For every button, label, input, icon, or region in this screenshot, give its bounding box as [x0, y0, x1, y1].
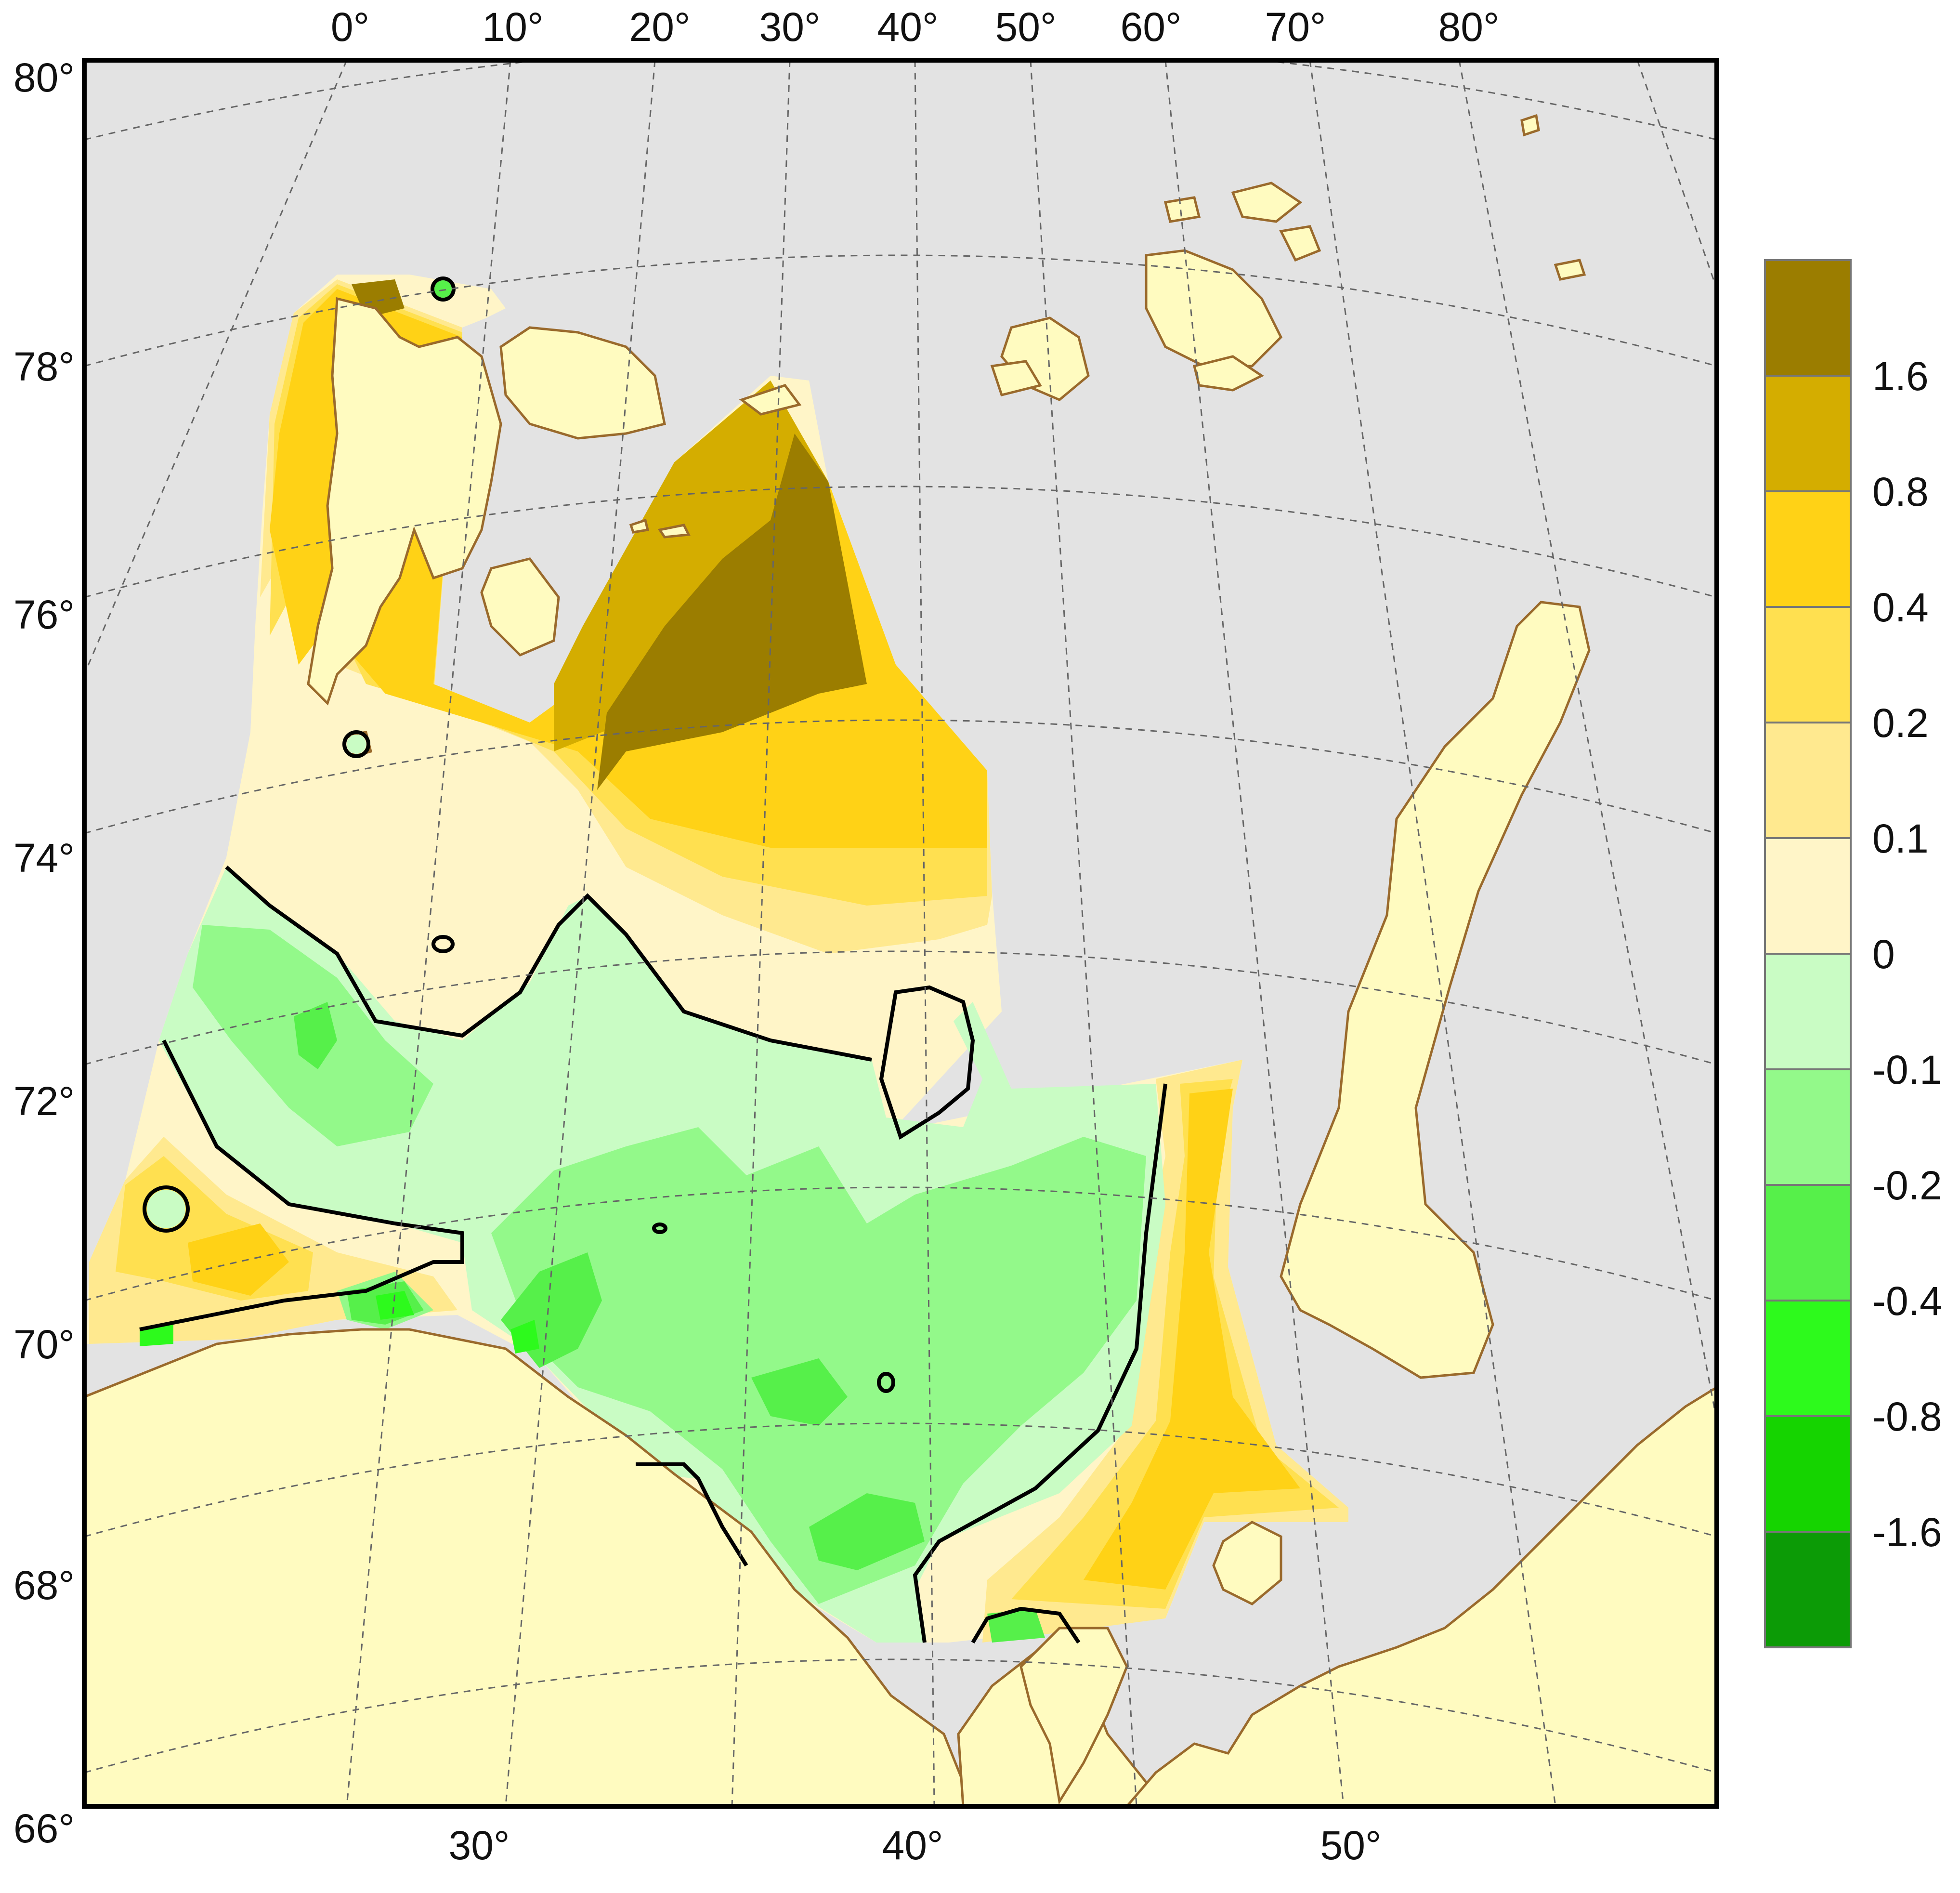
kanin-peninsula — [1019, 1627, 1128, 1805]
legend-swatch — [1764, 1531, 1852, 1648]
top-lon-label: 40° — [877, 4, 938, 50]
lat-label: 78° — [13, 344, 75, 389]
legend-swatch — [1764, 1184, 1852, 1301]
franz-josef-land — [1145, 249, 1283, 368]
bottom-lon-label: 40° — [882, 1823, 943, 1868]
lat-label: 74° — [13, 835, 75, 881]
lat-label: 76° — [13, 592, 75, 637]
lat-label: 80° — [13, 55, 75, 100]
svalbard-west-spitsbergen — [307, 297, 502, 706]
legend-swatch — [1764, 259, 1852, 377]
lat-label: 70° — [13, 1322, 75, 1367]
svalbard-edgeoya — [480, 557, 560, 657]
legend-label: -1.6 — [1872, 1510, 1942, 1555]
legend-label: -0.1 — [1872, 1047, 1942, 1092]
legend-label: 0 — [1872, 932, 1895, 977]
lat-label: 68° — [13, 1563, 75, 1608]
graticule — [84, 60, 1717, 1806]
bottom-lon-label: 50° — [1320, 1823, 1381, 1868]
legend-swatch — [1764, 1300, 1852, 1417]
svalbard-nordaustlandet — [499, 326, 666, 440]
top-lon-label: 70° — [1265, 4, 1326, 50]
top-lon-label: 60° — [1120, 4, 1181, 50]
legend-label: -0.4 — [1872, 1278, 1942, 1324]
legend-label: -0.2 — [1872, 1163, 1942, 1208]
map-frame — [82, 58, 1719, 1809]
latitude-labels: 80° 78° 76° 74° 72° 70° 68° 66° — [13, 55, 75, 1851]
legend-label: 1.6 — [1872, 354, 1929, 399]
land-masses — [84, 114, 1717, 1806]
novaya-zemlya — [1280, 601, 1591, 1379]
legend-label: 0.8 — [1872, 469, 1929, 514]
color-legend: 1.6 0.8 0.4 0.2 0.1 0 -0.1 -0.2 -0.4 -0.8 -1.6 — [1764, 259, 1942, 1648]
legend-swatch — [1764, 1068, 1852, 1186]
legend-label: 0.4 — [1872, 585, 1929, 630]
kolguev-island — [1212, 1521, 1282, 1605]
legend-label: 0.2 — [1872, 700, 1929, 746]
bottom-longitude-labels: 30° 40° 50° — [448, 1823, 1381, 1868]
legend-swatch — [1764, 837, 1852, 955]
legend-label: 0.1 — [1872, 816, 1929, 861]
legend-swatch — [1764, 606, 1852, 723]
bottom-lon-label: 30° — [448, 1823, 510, 1868]
legend-swatch — [1764, 953, 1852, 1070]
top-lon-label: 20° — [629, 4, 690, 50]
top-lon-label: 50° — [995, 4, 1056, 50]
legend-swatch — [1764, 722, 1852, 839]
pechora-coast — [1125, 1386, 1717, 1806]
top-lon-label: 0° — [331, 4, 369, 50]
top-lon-label: 80° — [1438, 4, 1499, 50]
anomaly-field — [87, 275, 1348, 1643]
top-lon-label: 30° — [759, 4, 820, 50]
lat-label: 66° — [13, 1806, 75, 1851]
legend-swatch — [1764, 1415, 1852, 1533]
legend-swatch — [1764, 375, 1852, 492]
legend-swatch — [1764, 490, 1852, 608]
lat-label: 72° — [13, 1078, 75, 1124]
zero-contours — [139, 276, 1167, 1644]
top-lon-label: 10° — [482, 4, 543, 50]
top-longitude-labels: 0° 10° 20° 30° 40° 50° 60° 70° 80° — [331, 4, 1500, 50]
legend-label: -0.8 — [1872, 1394, 1942, 1439]
